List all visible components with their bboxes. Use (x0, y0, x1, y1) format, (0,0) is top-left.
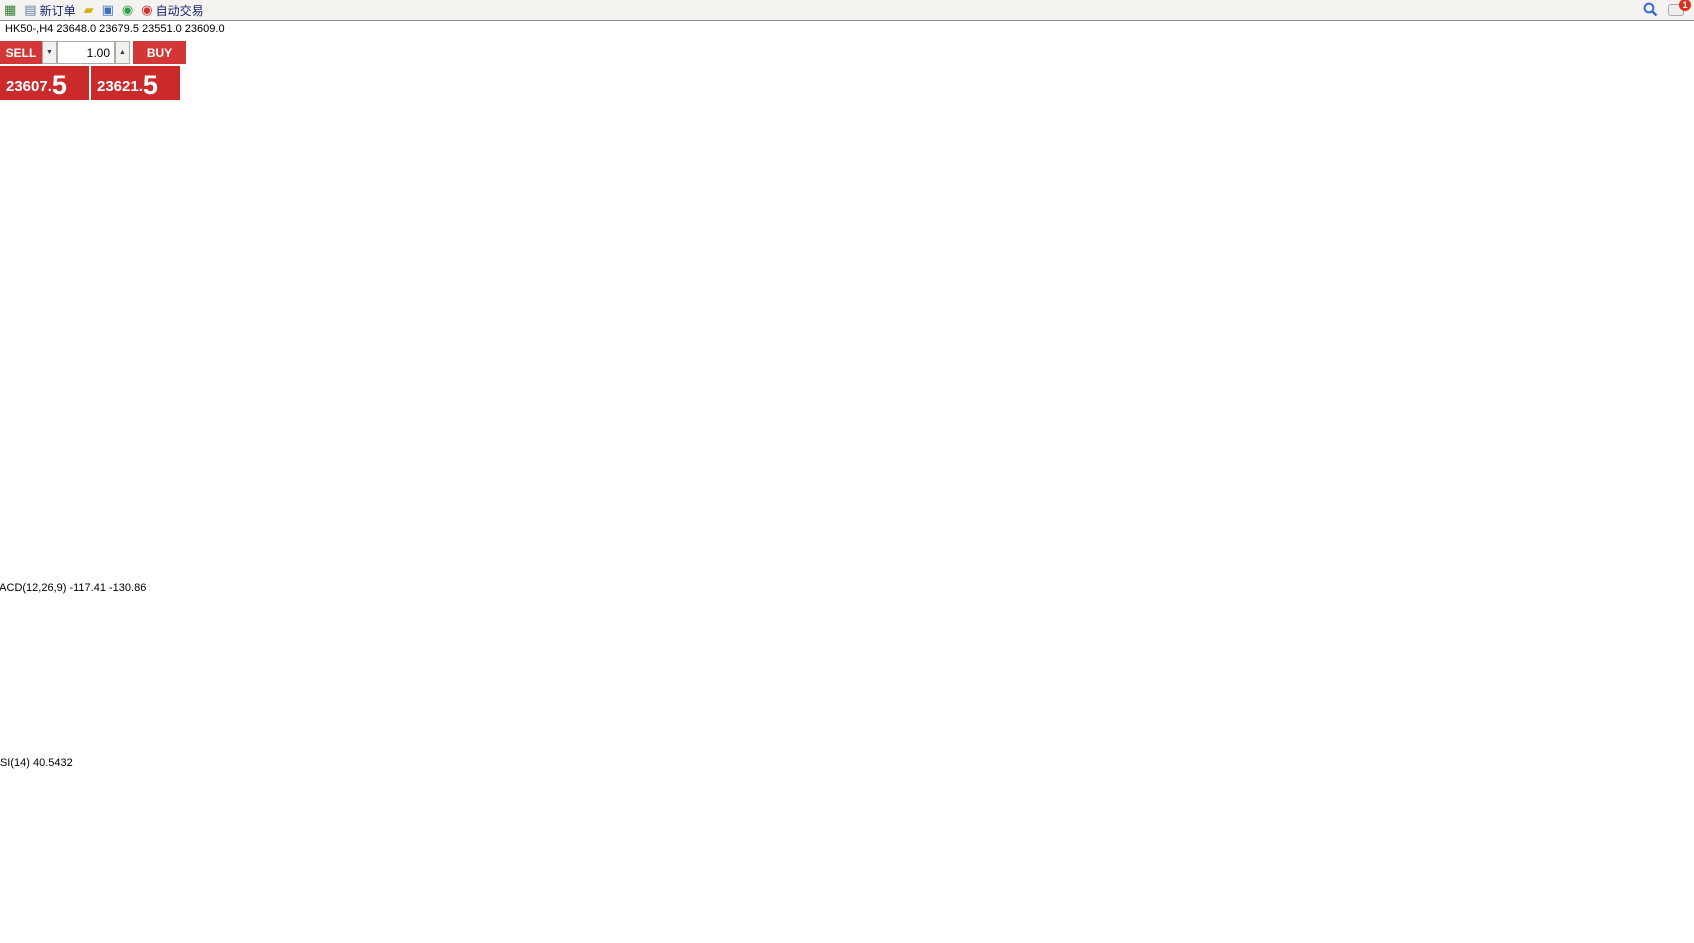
toolbar-buttons: ▦ ▤ 新订单 ▰ ▣ ◉ ◉ 自动交易 (0, 1, 208, 19)
volume-down-button[interactable]: ▼ (42, 41, 57, 64)
buy-price-main: 23621. (97, 78, 143, 95)
sell-button[interactable]: SELL (0, 41, 42, 64)
signals-icon[interactable]: ◉ (121, 2, 134, 17)
new-chart-icon[interactable]: ▦ (4, 2, 17, 17)
market-watch-icon[interactable]: ▣ (101, 2, 114, 17)
search-icon[interactable] (1643, 2, 1658, 17)
buy-price-pip: 5 (142, 70, 158, 100)
chat-icon[interactable]: 1 (1668, 0, 1691, 17)
price-chart-canvas[interactable] (0, 20, 1694, 943)
volume-input[interactable]: 1.00 (57, 41, 115, 64)
highlighter-icon[interactable]: ▰ (83, 2, 94, 17)
new-order-button[interactable]: ▤ 新订单 (24, 2, 76, 18)
volume-up-button[interactable]: ▲ (115, 41, 130, 64)
sell-price-main: 23607. (6, 78, 52, 95)
buy-price-box[interactable]: 23621. 5 (91, 66, 180, 100)
rsi-indicator-label: RSI(14) 40.5432 (0, 757, 73, 769)
main-toolbar: ▦ ▤ 新订单 ▰ ▣ ◉ ◉ 自动交易 1 (0, 0, 1694, 21)
one-click-trading-panel: SELL ▼ 1.00 ▲ BUY 23607. 5 23621. 5 (0, 41, 190, 100)
sell-price-pip: 5 (51, 70, 67, 100)
autotrading-button[interactable]: ◉ 自动交易 (141, 2, 204, 18)
chart-ohlc-header: HK50-,H4 23648.0 23679.5 23551.0 23609.0 (5, 23, 225, 35)
notification-badge: 1 (1679, 0, 1691, 11)
buy-button[interactable]: BUY (133, 41, 186, 64)
chart-window[interactable]: HK50-,H4 23648.0 23679.5 23551.0 23609.0… (0, 20, 1694, 943)
toolbar-right: 1 (1643, 0, 1691, 17)
sell-price-box[interactable]: 23607. 5 (0, 66, 89, 100)
macd-indicator-label: MACD(12,26,9) -117.41 -130.86 (0, 582, 147, 594)
